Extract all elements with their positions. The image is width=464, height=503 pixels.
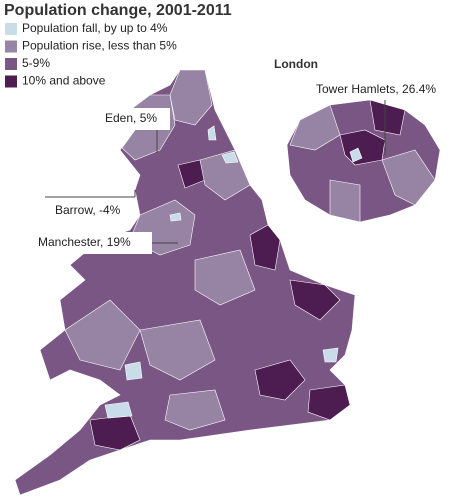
region (64, 299, 141, 371)
label-box (312, 80, 460, 100)
title: Population change, 2001-2011 (4, 2, 232, 19)
legend: Population fall, by up to 4% Population r… (5, 21, 177, 88)
region (104, 401, 133, 419)
annotation: Barrow, -4% (55, 203, 121, 217)
annotations: Eden, 5% Barrow, -4% Manchester, 19% Tow… (34, 80, 460, 254)
region (369, 99, 406, 136)
region (207, 125, 217, 141)
region (194, 249, 256, 306)
annotation: Tower Hamlets, 26.4% (316, 82, 436, 96)
region (307, 384, 351, 421)
label-box (50, 200, 135, 220)
legend-swatch (5, 75, 17, 88)
region (254, 359, 306, 401)
region (289, 279, 341, 321)
label-box (34, 232, 152, 254)
region (349, 147, 363, 163)
region (289, 104, 341, 151)
legend-label: Population rise, less than 5% (22, 39, 177, 53)
london-inset (286, 99, 441, 223)
region (124, 361, 143, 381)
region (381, 149, 436, 206)
inset-title: London (274, 57, 318, 71)
region (139, 319, 216, 381)
region (221, 151, 239, 164)
legend-label: 10% and above (22, 74, 106, 88)
label-box (100, 108, 170, 130)
annotation: Manchester, 19% (38, 235, 131, 249)
region (169, 212, 182, 222)
legend-swatch (5, 40, 17, 53)
legend-label: 5-9% (22, 56, 50, 70)
region (322, 347, 339, 363)
region (164, 389, 226, 431)
legend-swatch (5, 58, 17, 70)
legend-swatch (5, 23, 17, 35)
annotation: Eden, 5% (105, 111, 157, 125)
region (249, 224, 281, 271)
legend-label: Population fall, by up to 4% (22, 21, 168, 35)
region (329, 179, 361, 223)
region (199, 149, 251, 201)
